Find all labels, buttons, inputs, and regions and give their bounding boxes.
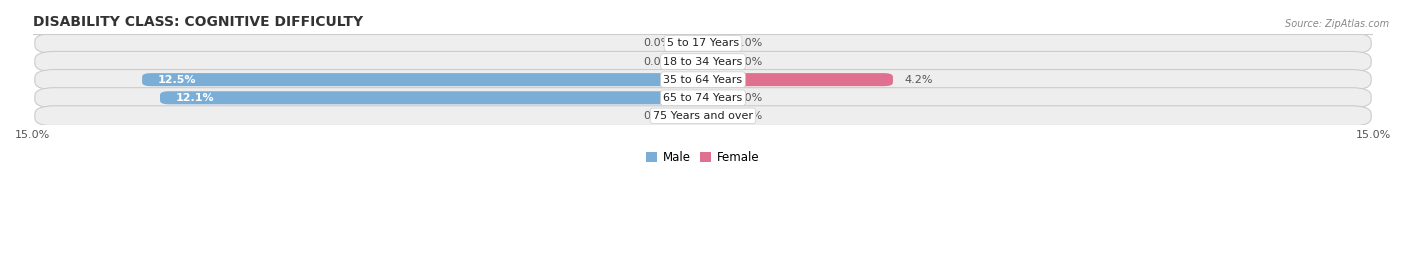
Text: 0.0%: 0.0% xyxy=(644,111,672,121)
Text: 5 to 17 Years: 5 to 17 Years xyxy=(666,38,740,48)
Text: 12.5%: 12.5% xyxy=(157,75,197,85)
Legend: Male, Female: Male, Female xyxy=(641,146,765,169)
Text: DISABILITY CLASS: COGNITIVE DIFFICULTY: DISABILITY CLASS: COGNITIVE DIFFICULTY xyxy=(32,15,363,29)
FancyBboxPatch shape xyxy=(160,91,706,104)
Text: 0.0%: 0.0% xyxy=(734,111,762,121)
Text: 0.0%: 0.0% xyxy=(734,56,762,66)
FancyBboxPatch shape xyxy=(679,110,704,122)
Text: 18 to 34 Years: 18 to 34 Years xyxy=(664,56,742,66)
Text: 35 to 64 Years: 35 to 64 Years xyxy=(664,75,742,85)
FancyBboxPatch shape xyxy=(702,37,727,50)
FancyBboxPatch shape xyxy=(35,88,1371,108)
FancyBboxPatch shape xyxy=(679,55,704,68)
FancyBboxPatch shape xyxy=(702,55,727,68)
FancyBboxPatch shape xyxy=(35,51,1371,72)
Text: 0.0%: 0.0% xyxy=(644,56,672,66)
FancyBboxPatch shape xyxy=(142,73,706,86)
Text: 12.1%: 12.1% xyxy=(176,93,214,103)
Text: 0.0%: 0.0% xyxy=(734,38,762,48)
Text: 65 to 74 Years: 65 to 74 Years xyxy=(664,93,742,103)
FancyBboxPatch shape xyxy=(700,73,893,86)
FancyBboxPatch shape xyxy=(35,106,1371,126)
FancyBboxPatch shape xyxy=(702,110,727,122)
FancyBboxPatch shape xyxy=(35,33,1371,53)
FancyBboxPatch shape xyxy=(35,70,1371,90)
Text: 75 Years and over: 75 Years and over xyxy=(652,111,754,121)
Text: 0.0%: 0.0% xyxy=(734,93,762,103)
Text: 0.0%: 0.0% xyxy=(644,38,672,48)
FancyBboxPatch shape xyxy=(702,92,727,104)
FancyBboxPatch shape xyxy=(679,37,704,50)
Text: 4.2%: 4.2% xyxy=(904,75,932,85)
Text: Source: ZipAtlas.com: Source: ZipAtlas.com xyxy=(1285,19,1389,29)
